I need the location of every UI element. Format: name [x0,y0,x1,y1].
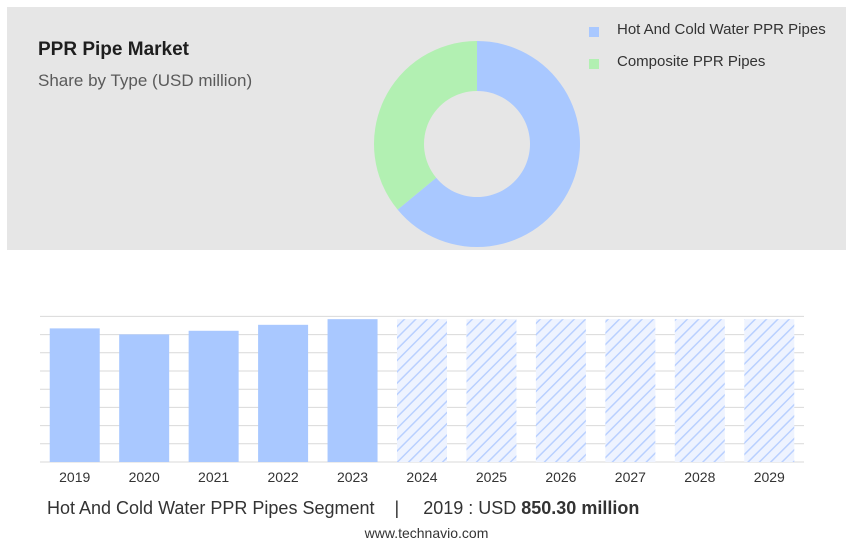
legend-label: Hot And Cold Water PPR Pipes [617,21,826,38]
forecast-bar-2024 [397,319,447,462]
forecast-bar-2028 [674,319,725,462]
forecast-bar-2027 [605,319,656,462]
donut-slice-1 [397,41,580,248]
x-tick-label: 2025 [476,469,507,485]
forecast-bar-2029 [744,319,795,462]
x-tick-label: 2020 [129,469,160,485]
chart-subtitle: Share by Type (USD million) [38,71,253,90]
x-tick-label: 2021 [198,469,229,485]
x-tick-label: 2028 [684,469,715,485]
bar-2021 [188,330,239,462]
donut-slice-2 [374,41,477,210]
footer-summary: Hot And Cold Water PPR Pipes Segment | 201… [47,498,639,519]
bar-2019 [49,328,100,462]
chart-title: PPR Pipe Market [38,39,189,60]
bar-2020 [119,334,170,462]
legend-item-1: Hot And Cold Water PPR Pipes [587,21,842,38]
legend-swatch [589,27,599,37]
forecast-bar-2025 [466,319,517,462]
bar-chart: 2019 2020 2021 2022 2023 2024 2025 2026 2027 2028… [40,315,804,485]
x-tick-label: 2026 [545,469,576,485]
x-tick-label: 2029 [754,469,785,485]
bar-2023 [327,319,378,462]
footer-value: 850.30 million [521,498,640,518]
infographic: PPR Pipe Market Share by Type (USD milli… [7,7,846,544]
brand-url: www.technavio.com [364,525,489,541]
x-tick-label: 2022 [268,469,299,485]
legend-label: Composite PPR Pipes [617,53,766,70]
x-tick-label: 2027 [615,469,646,485]
top-panel: PPR Pipe Market Share by Type (USD milli… [7,7,846,250]
footer-year: 2019 : USD [423,498,517,518]
footer-segment: Hot And Cold Water PPR Pipes Segment [47,498,375,518]
bar-2022 [258,324,309,462]
x-tick-label: 2023 [337,469,368,485]
legend-item-2: Composite PPR Pipes [587,53,842,70]
forecast-bar-2026 [535,319,586,462]
footer-separator: | [394,498,400,518]
x-tick-label: 2019 [59,469,90,485]
x-tick-label: 2024 [406,469,437,485]
donut-chart [374,41,580,248]
legend-swatch [589,59,599,69]
legend: Hot And Cold Water PPR Pipes Composite PP… [587,21,842,87]
